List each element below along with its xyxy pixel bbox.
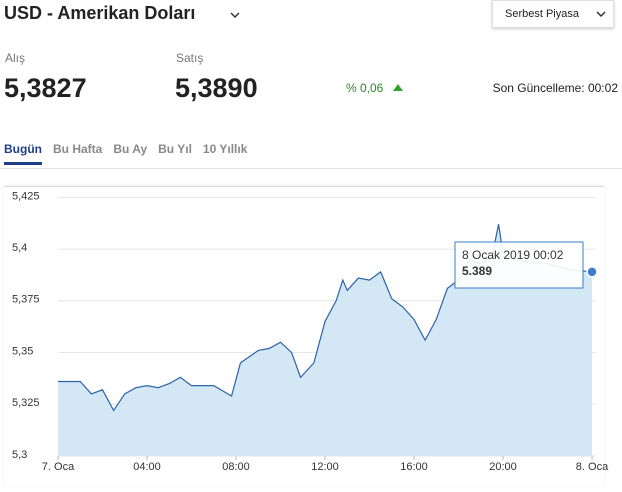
- x-tick-label: 12:00: [311, 461, 339, 473]
- tab[interactable]: Bu Ay: [113, 142, 148, 156]
- y-tick-label: 5,425: [12, 190, 40, 202]
- y-tick-label: 5,3: [12, 449, 27, 461]
- buy-label: Alış: [5, 51, 26, 65]
- tooltip: 8 Ocak 2019 00:02 5.389: [454, 241, 584, 289]
- point: [586, 266, 598, 278]
- tooltip-box: [454, 241, 584, 289]
- buy-value: 5,3827: [4, 73, 87, 103]
- market-select[interactable]: Serbest Piyasa: [492, 0, 614, 28]
- tab[interactable]: Bu Hafta: [53, 142, 103, 156]
- sell-label: Satış: [176, 51, 204, 65]
- title: USD - Amerikan Doları: [4, 3, 196, 23]
- y-tick-label: 5,4: [12, 242, 27, 254]
- tooltip-date: 8 Ocak 2019 00:02: [462, 248, 564, 262]
- x-tick-label: 8. Oca: [576, 461, 609, 473]
- y-tick-label: 5,35: [12, 345, 33, 357]
- sell-value: 5,3890: [175, 73, 258, 103]
- market-label: Serbest Piyasa: [505, 8, 579, 20]
- title-chevron[interactable]: [229, 10, 241, 20]
- up-arrow: [393, 84, 403, 91]
- tab[interactable]: Bu Yıl: [158, 142, 192, 156]
- chart-panel: [4, 186, 604, 487]
- change: % 0,06: [346, 81, 384, 95]
- y-tick-label: 5,325: [12, 397, 40, 409]
- x-tick-label: 08:00: [222, 461, 250, 473]
- tab[interactable]: 10 Yıllık: [202, 142, 248, 156]
- x-tick-label: 04:00: [133, 461, 161, 473]
- x-tick-label: 16:00: [400, 461, 428, 473]
- chevron: [596, 11, 606, 18]
- tab[interactable]: Bugün: [4, 142, 42, 165]
- tabs: Bugün Bu Hafta Bu Ay Bu Yıl 10 Yıllık: [4, 142, 247, 165]
- updated: Son Güncelleme: 00:02: [492, 81, 618, 95]
- y-tick-label: 5,375: [12, 294, 40, 306]
- separator: [0, 168, 622, 169]
- x-tick-label: 7. Oca: [42, 461, 75, 473]
- tooltip-value: 5.389: [462, 264, 492, 278]
- x-tick-label: 20:00: [489, 461, 517, 473]
